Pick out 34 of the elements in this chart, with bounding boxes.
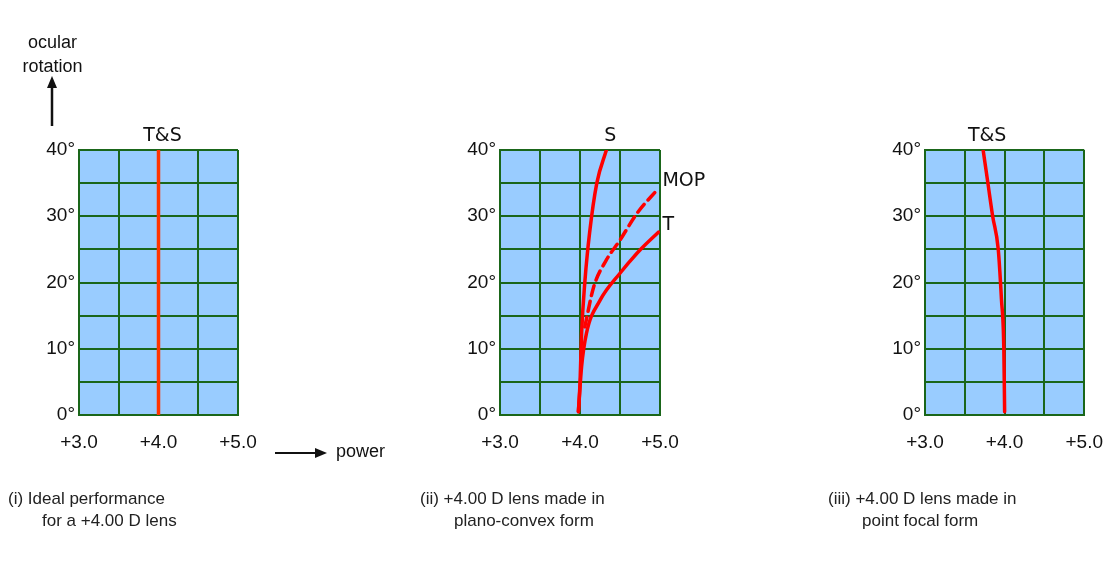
y-tick-label: 40° xyxy=(892,138,921,160)
y-tick-label: 0° xyxy=(477,403,496,425)
x-tick-label: +5.0 xyxy=(1065,430,1103,452)
x-tick-label: +4.0 xyxy=(985,430,1024,452)
series-label: T&S xyxy=(142,123,182,146)
x-tick-label: +4.0 xyxy=(139,430,178,452)
y-tick-label: 30° xyxy=(46,204,75,226)
y-tick-label: 0° xyxy=(56,403,75,425)
y-axis-title: ocular rotation xyxy=(21,31,84,78)
y-tick-label: 10° xyxy=(46,336,75,358)
series-label: T&S xyxy=(966,123,1007,146)
y-tick-label: 20° xyxy=(46,270,75,292)
x-tick-label: +3.0 xyxy=(60,430,98,452)
y-tick-label: 30° xyxy=(467,204,496,226)
text: (iii) +4.00 D lens made in point focal form xyxy=(828,488,1018,532)
x-tick-label: +3.0 xyxy=(481,430,519,452)
x-axis-title: power xyxy=(336,441,386,462)
y-tick-label: 0° xyxy=(902,403,921,425)
y-tick-label: 30° xyxy=(892,204,921,226)
x-tick-label: +4.0 xyxy=(561,430,599,452)
x-tick-label: +5.0 xyxy=(219,430,257,452)
x-tick-label: +5.0 xyxy=(641,430,679,452)
y-tick-label: 10° xyxy=(892,336,921,358)
y-tick-label: 10° xyxy=(467,336,496,358)
y-tick-label: 40° xyxy=(467,138,496,160)
text: (ii) +4.00 D lens made in plano-convex form xyxy=(420,488,606,532)
series-label: T xyxy=(661,211,675,234)
y-tick-label: 20° xyxy=(467,270,496,292)
y-tick-label: 20° xyxy=(892,270,921,292)
series-label: S xyxy=(604,123,617,146)
series-label: MOP xyxy=(662,167,706,190)
text: (i) Ideal performance for a +4.00 D lens xyxy=(8,488,178,532)
y-tick-label: 40° xyxy=(46,138,75,160)
x-tick-label: +3.0 xyxy=(906,430,944,452)
